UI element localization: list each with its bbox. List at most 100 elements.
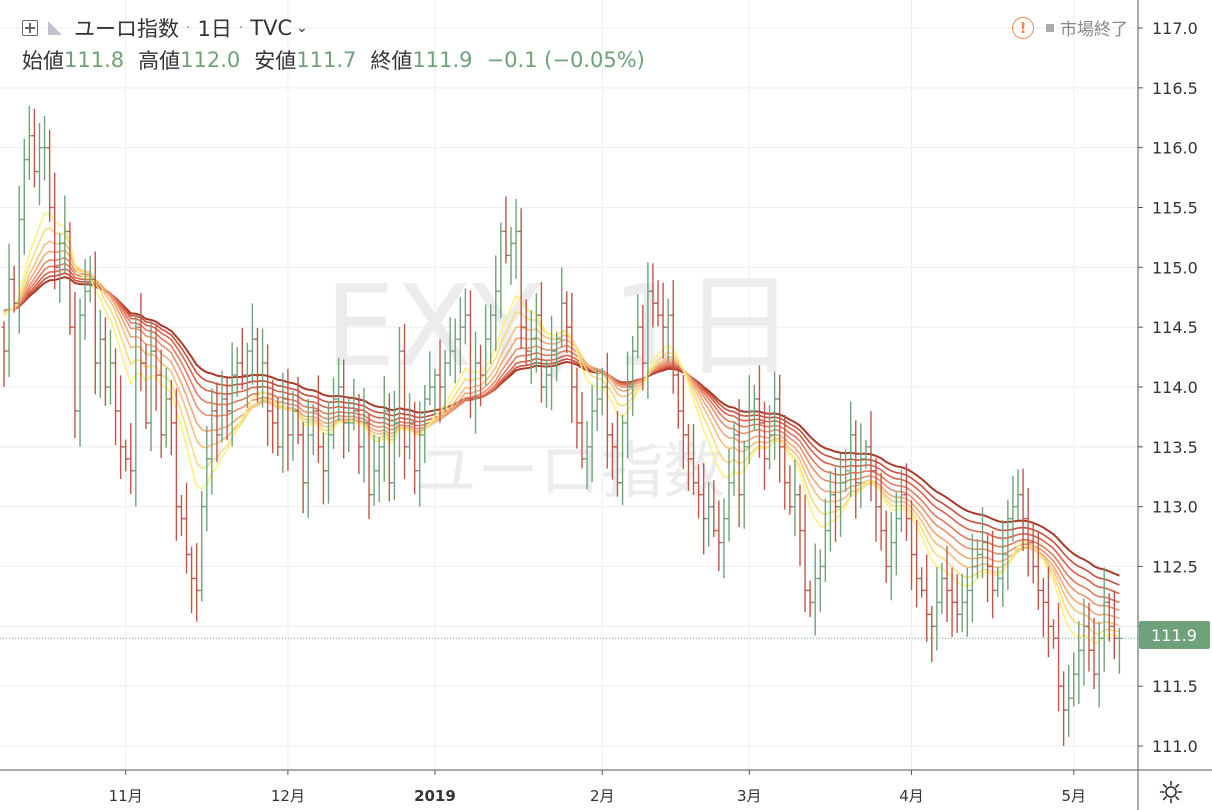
ohlc-bar — [787, 465, 793, 515]
chevron-down-icon[interactable]: ⌄ — [296, 20, 308, 36]
ohlc-bar — [168, 380, 174, 456]
ohlc-bar — [777, 374, 783, 483]
y-tick-label: 112.5 — [1152, 558, 1198, 577]
ohlc-bar — [381, 376, 387, 482]
ohlc-bar — [878, 472, 884, 551]
ohlc-bar — [72, 292, 78, 439]
ohlc-bar — [1010, 475, 1016, 542]
interval-label[interactable]: 1日 — [197, 17, 232, 41]
y-tick-label: 115.0 — [1152, 258, 1198, 277]
ohlc-bar — [655, 280, 661, 327]
ohlc-bar — [903, 463, 909, 541]
ohlc-bar — [234, 347, 240, 397]
ohlc-bar — [402, 323, 408, 479]
ohlc-bar — [1030, 522, 1036, 584]
separator-dot: · — [238, 20, 244, 36]
ohlc-bar — [1040, 578, 1046, 638]
change-value: −0.1 (−0.05%) — [486, 48, 645, 72]
ohlc-bar — [16, 185, 22, 334]
ohlc-bar — [660, 282, 666, 359]
ohlc-bar — [1066, 664, 1072, 737]
ohlc-row: 始値 111.8 高値 112.0 安値 111.7 終値 111.9 −0.1… — [22, 46, 645, 74]
ohlc-bar — [792, 459, 798, 537]
ohlc-bar — [341, 359, 347, 459]
ohlc-bar — [432, 368, 438, 416]
ohlc-bar — [964, 567, 970, 637]
ohlc-bar — [838, 453, 844, 537]
ohlc-bar — [1116, 627, 1122, 674]
ohlc-bar — [178, 495, 184, 536]
ohlc-bar — [148, 320, 154, 452]
ohlc-bar — [939, 562, 945, 614]
ohlc-bar — [26, 105, 32, 181]
ohlc-bar — [305, 399, 311, 518]
ohlc-bar — [543, 359, 549, 408]
low-value: 111.7 — [296, 48, 357, 72]
alert-icon[interactable]: ! — [1012, 16, 1034, 39]
ohlc-bar — [508, 227, 514, 285]
watermark-symbol: EXY, 1日 — [325, 262, 795, 392]
ohlc-bar — [721, 498, 727, 579]
ohlc-bar — [741, 440, 747, 529]
ohlc-bar — [1056, 602, 1062, 712]
ohlc-bar — [21, 138, 27, 255]
symbol-row: ユーロ指数 · 1日 · TVC ⌄ — [22, 14, 308, 42]
ohlc-bar — [680, 375, 686, 470]
ohlc-bar — [290, 390, 296, 461]
ohlc-bar — [893, 492, 899, 576]
y-tick-label: 113.0 — [1152, 498, 1198, 517]
ohlc-bar — [295, 376, 301, 445]
ohlc-bar — [209, 388, 215, 495]
x-tick-label: 12月 — [271, 787, 305, 805]
ohlc-bar — [82, 258, 88, 340]
ohlc-bar — [47, 129, 53, 222]
close-label: 終値 — [370, 49, 413, 73]
ohlc-bar — [331, 377, 337, 449]
symbol-name[interactable]: ユーロ指数 — [74, 17, 179, 41]
ohlc-bar — [980, 507, 986, 579]
ohlc-bar — [1081, 598, 1087, 686]
ohlc-bar — [533, 293, 539, 373]
high-value: 112.0 — [180, 48, 241, 72]
ohlc-bar — [594, 368, 600, 432]
ohlc-bar — [87, 255, 93, 303]
ohlc-bar — [143, 343, 149, 429]
ohlc-bar — [645, 262, 651, 399]
ohlc-bar — [300, 422, 306, 514]
ohlc-bar — [118, 375, 124, 479]
ohlc-bar — [128, 423, 134, 495]
x-tick-label: 11月 — [109, 787, 143, 805]
ohlc-bar — [255, 327, 260, 403]
ohlc-bar — [868, 411, 874, 502]
status-dot-icon — [1046, 23, 1054, 32]
ohlc-bar — [650, 263, 656, 328]
compare-plus-icon[interactable] — [22, 20, 38, 36]
ohlc-bars — [1, 105, 1122, 746]
flag-icon — [48, 21, 62, 35]
ohlc-bar — [756, 365, 762, 458]
ohlc-bar — [447, 317, 453, 376]
ohlc-bar — [437, 339, 443, 423]
ohlc-bar — [614, 411, 620, 497]
ohlc-bar — [579, 392, 585, 469]
ohlc-bar — [706, 481, 712, 547]
source-label[interactable]: TVC — [250, 16, 293, 40]
ohlc-bar — [260, 328, 266, 408]
ohlc-bar — [77, 298, 83, 447]
ohlc-bar — [888, 512, 894, 601]
ohlc-bar — [442, 349, 448, 411]
ohlc-bar — [716, 500, 722, 572]
ohlc-bar — [782, 414, 788, 510]
ohlc-bar — [574, 367, 580, 449]
ohlc-bar — [691, 424, 697, 495]
ohlc-bar — [1091, 617, 1097, 690]
ohlc-bar — [488, 304, 494, 364]
ohlc-bar — [949, 567, 955, 637]
ohlc-bar — [843, 449, 849, 492]
ohlc-bar — [204, 425, 210, 532]
ohlc-bar — [184, 482, 190, 574]
ohlc-bar — [883, 510, 889, 583]
settings-gear-icon[interactable] — [1159, 780, 1183, 804]
ohlc-bar — [797, 484, 803, 566]
